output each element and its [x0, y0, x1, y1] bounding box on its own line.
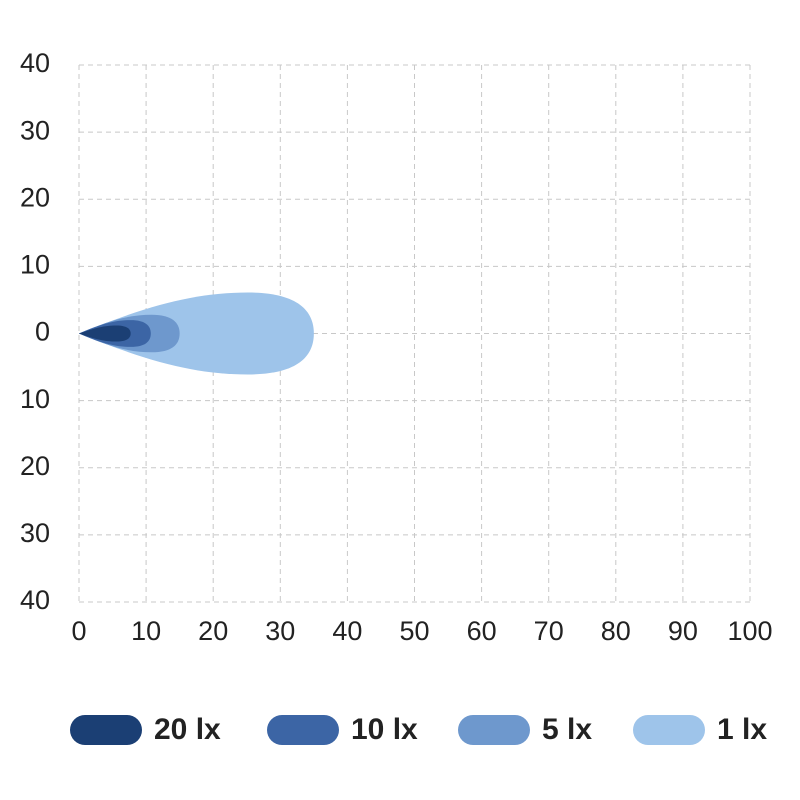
legend-label: 10 lx	[351, 713, 418, 746]
y-tick-label: 30	[20, 518, 50, 548]
legend-swatch	[633, 715, 705, 745]
x-tick-label: 30	[265, 616, 295, 646]
x-tick-label: 50	[399, 616, 429, 646]
y-tick-label: 20	[20, 182, 50, 212]
x-tick-label: 90	[668, 616, 698, 646]
legend-label: 1 lx	[717, 713, 767, 746]
legend-swatch	[267, 715, 339, 745]
x-tick-label: 20	[198, 616, 228, 646]
x-tick-label: 10	[131, 616, 161, 646]
y-tick-label: 40	[20, 585, 50, 615]
x-tick-label: 100	[727, 616, 772, 646]
y-tick-label: 40	[20, 48, 50, 78]
x-tick-label: 80	[601, 616, 631, 646]
legend-label: 20 lx	[154, 713, 221, 746]
y-tick-label: 20	[20, 451, 50, 481]
x-tick-label: 0	[71, 616, 86, 646]
y-tick-label: 10	[20, 250, 50, 280]
x-tick-label: 70	[534, 616, 564, 646]
x-tick-label: 60	[467, 616, 497, 646]
legend-swatch	[70, 715, 142, 745]
beam-contour	[79, 325, 131, 342]
y-tick-label: 10	[20, 384, 50, 414]
legend-label: 5 lx	[542, 713, 592, 746]
y-tick-label: 0	[35, 317, 50, 347]
beam-contour	[79, 292, 314, 375]
y-tick-label: 30	[20, 115, 50, 145]
x-tick-label: 40	[332, 616, 362, 646]
legend-swatch	[458, 715, 530, 745]
